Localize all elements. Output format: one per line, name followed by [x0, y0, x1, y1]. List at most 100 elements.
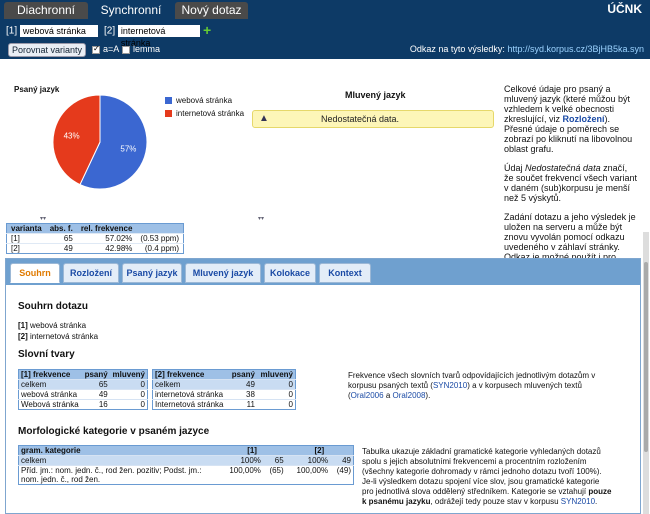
tab-diachronni[interactable]: Diachronní — [4, 2, 88, 19]
summary-l2-label: [2] — [18, 332, 28, 341]
wf-cell: 65 — [82, 379, 110, 390]
wf-cell: webová stránka — [18, 389, 83, 400]
morf-header-row: gram. kategorie [1] [2] — [18, 445, 354, 456]
frequency-table: varianta abs. f. rel. frekvence [1] 65 57.02%… — [6, 223, 185, 254]
slovni-tvary-title: Slovní tvary — [18, 349, 75, 360]
pie-slice-1[interactable] — [52, 94, 101, 186]
oral2008-link[interactable]: Oral2008 — [392, 391, 426, 400]
lemma-label: lemma — [133, 44, 161, 54]
collapse-handle-icon-2[interactable]: ▾▾ — [258, 216, 265, 222]
wf-cell: celkem — [152, 379, 229, 390]
warning-icon: ▲ — [259, 113, 269, 124]
wf-cell: 49 — [228, 379, 257, 390]
checkbox-checked-icon[interactable] — [92, 44, 100, 54]
morf-desc-bold: pouze k psanému jazyku — [362, 487, 612, 506]
panel-tab-1[interactable]: Rozložení — [63, 263, 119, 283]
case-checkbox[interactable]: a=A — [92, 44, 119, 54]
query-1-input[interactable]: webová stránka — [19, 25, 98, 37]
wf-cell: 16 — [82, 399, 110, 410]
freq-cell: [2] — [6, 243, 46, 254]
morf-cell: Příd. jm.: nom. jedn. č., rod žen. pozit… — [18, 465, 219, 485]
result-link-url[interactable]: http://syd.korpus.cz/3BjHB5ka.syn — [507, 44, 644, 54]
pie-label-0: 57% — [120, 144, 136, 153]
tab-synchronni[interactable]: Synchronní — [90, 2, 172, 19]
wf-cell: celkem — [18, 379, 83, 390]
info-p1-text-end: ). Přesné údaje o poměrech se zobrazí po… — [504, 114, 633, 154]
morf-row-total: celkem 100% 65 100% 49 — [18, 455, 354, 466]
morf-header-2: [2] — [285, 445, 354, 456]
morf-header-cat: gram. kategorie — [18, 445, 219, 456]
rozlozeni-link[interactable]: Rozložení — [562, 114, 605, 124]
query-2-input[interactable]: internetová stránka — [117, 25, 200, 48]
freq-row: [1] 65 57.02% (0.53 ppm) — [6, 233, 184, 244]
written-chart-title: Psaný jazyk — [14, 85, 60, 94]
word-forms-description: Frekvence všech slovních tvarů odpovídaj… — [348, 371, 618, 401]
wf-cell: 0 — [256, 399, 296, 410]
panel-tab-4[interactable]: Kolokace — [264, 263, 316, 283]
add-query-icon[interactable]: + — [203, 22, 212, 38]
wf-header: mluvený — [109, 369, 148, 380]
panel-tabs: Souhrn Rozložení Psaný jazyk Mluvený jazyk K… — [6, 259, 640, 285]
checkbox-unchecked-icon[interactable] — [122, 45, 130, 54]
wf-cell: 11 — [228, 399, 257, 410]
info-paragraph-2: Údaj Nedostatečná data značí, že součet … — [504, 163, 638, 203]
spoken-chart-title: Mluvený jazyk — [345, 90, 406, 100]
wf-row: Webová stránka 16 0 — [18, 399, 148, 410]
freq-cell: 65 — [45, 233, 77, 244]
collapse-handle-icon[interactable]: ▾▾ — [40, 216, 47, 222]
info-p2-italic: Nedostatečná data — [525, 163, 601, 173]
morf-row: Příd. jm.: nom. jedn. č., rod žen. pozit… — [18, 465, 354, 485]
brand-logo[interactable]: ÚČNK — [607, 2, 642, 16]
wf-row: webová stránka 49 0 — [18, 389, 148, 400]
wf-desc-3: ) a v korpusech mluvených textů ( — [348, 381, 582, 400]
warning-text: Nedostatečná data. — [321, 114, 400, 124]
summary-l1-label: [1] — [18, 321, 28, 330]
morf-cell: 100,00% — [218, 465, 263, 485]
morf-cell: 49 — [330, 455, 354, 466]
legend-item-1[interactable]: internetová stránka — [165, 109, 244, 118]
morf-table: gram. kategorie [1] [2] celkem 100% 65 1… — [18, 445, 354, 485]
morf-cell: 100% — [285, 455, 331, 466]
morf-cell: 100,00% — [285, 465, 331, 485]
info-paragraph-1: Celkové údaje pro psaný a mluvený jazyk … — [504, 84, 638, 154]
morf-syn2010-link[interactable]: SYN2010 — [560, 497, 596, 506]
written-pie-chart[interactable]: 57% 43% — [0, 88, 150, 208]
panel-tab-0[interactable]: Souhrn — [10, 263, 60, 283]
freq-header: rel. frekvence — [76, 223, 137, 234]
freq-row: [2] 49 42.98% (0.4 ppm) — [6, 243, 184, 254]
tab-novy-dotaz[interactable]: Nový dotaz — [175, 2, 248, 19]
panel-tab-2[interactable]: Psaný jazyk — [122, 263, 182, 283]
lemma-checkbox[interactable]: lemma — [122, 44, 160, 54]
wf-row: celkem 49 0 — [152, 379, 296, 390]
wf-header-row: [1] frekvence psaný mluvený — [18, 369, 148, 380]
freq-cell: [1] — [6, 233, 46, 244]
scrollbar[interactable] — [643, 232, 649, 514]
wf-desc-1: Frekvence všech slovních tvarů odpovídaj… — [348, 371, 596, 390]
info-text: Celkové údaje pro psaný a mluvený jazyk … — [504, 84, 638, 281]
wf-cell: Webová stránka — [18, 399, 83, 410]
result-link-label: Odkaz na tyto výsledky: — [409, 44, 505, 54]
pie-slice-0[interactable] — [79, 94, 148, 190]
compare-button[interactable]: Porovnat varianty — [8, 43, 86, 57]
warning-box: ▲ Nedostatečná data. — [252, 110, 494, 128]
legend-label: webová stránka — [176, 96, 233, 105]
query-2-label: [2] — [104, 25, 116, 37]
wf-cell: 0 — [109, 379, 148, 390]
result-link: Odkaz na tyto výsledky: http://syd.korpu… — [410, 44, 644, 54]
panel-tab-5[interactable]: Kontext — [319, 263, 371, 283]
word-forms-table-2: [2] frekvence psaný mluvený celkem 49 0 intern… — [152, 369, 296, 410]
wf-header: [2] frekvence — [152, 369, 229, 380]
legend-item-0[interactable]: webová stránka — [165, 96, 244, 105]
wf-cell: internetová stránka — [152, 389, 229, 400]
syn2010-link[interactable]: SYN2010 — [432, 381, 468, 390]
summary-l2-value: internetová stránka — [27, 332, 99, 341]
summary-title: Souhrn dotazu — [18, 301, 88, 312]
oral2006-link[interactable]: Oral2006 — [350, 391, 384, 400]
wf-cell: 49 — [82, 389, 110, 400]
panel-tab-3[interactable]: Mluvený jazyk — [185, 263, 261, 283]
scrollbar-thumb[interactable] — [644, 262, 648, 452]
freq-header-row: varianta abs. f. rel. frekvence — [6, 223, 184, 234]
wf-row: celkem 65 0 — [18, 379, 148, 390]
wf-row: Internetová stránka 11 0 — [152, 399, 296, 410]
morf-title: Morfologické kategorie v psaném jazyce — [18, 426, 210, 437]
